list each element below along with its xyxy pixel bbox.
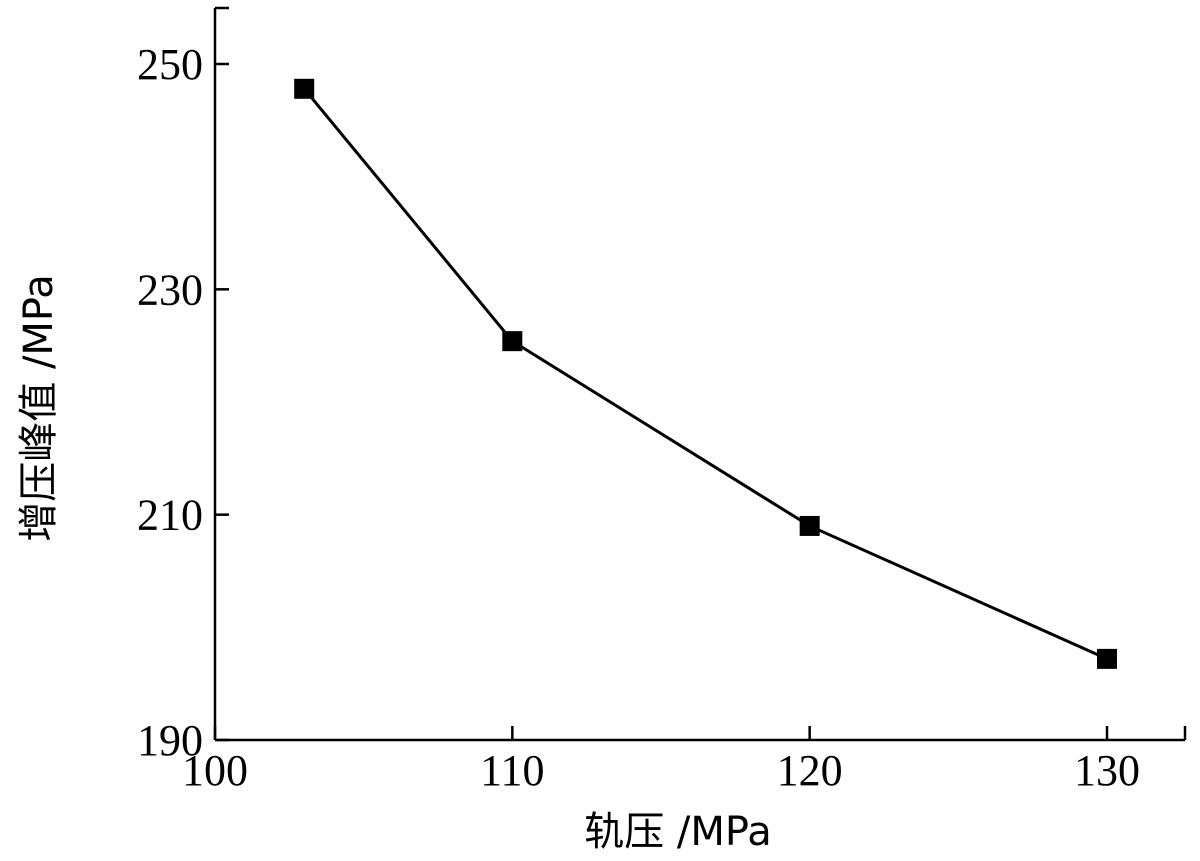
y-tick-label: 230 [137, 265, 203, 314]
data-point-marker [294, 78, 315, 99]
axes [213, 6, 1187, 742]
x-tick-label: 120 [777, 746, 843, 795]
x-axis-title: 轨压 /MPa [584, 809, 772, 855]
data-point-marker [799, 515, 820, 536]
x-ticks: 100 110 120 130 [182, 726, 1140, 795]
y-tick-label: 250 [137, 40, 203, 89]
y-ticks: 190 210 230 250 [137, 40, 229, 765]
data-point-marker [502, 331, 523, 352]
x-tick-label: 130 [1074, 746, 1140, 795]
series-line [303, 87, 1108, 661]
y-tick-label: 210 [137, 491, 203, 540]
data-point-marker [1097, 648, 1117, 669]
x-tick-label: 110 [480, 746, 544, 795]
y-tick-label: 190 [137, 716, 203, 765]
y-axis-title: 增压峰值 /MPa [16, 274, 62, 542]
x-tick-label: 100 [182, 746, 248, 795]
series-layer [294, 78, 1117, 669]
